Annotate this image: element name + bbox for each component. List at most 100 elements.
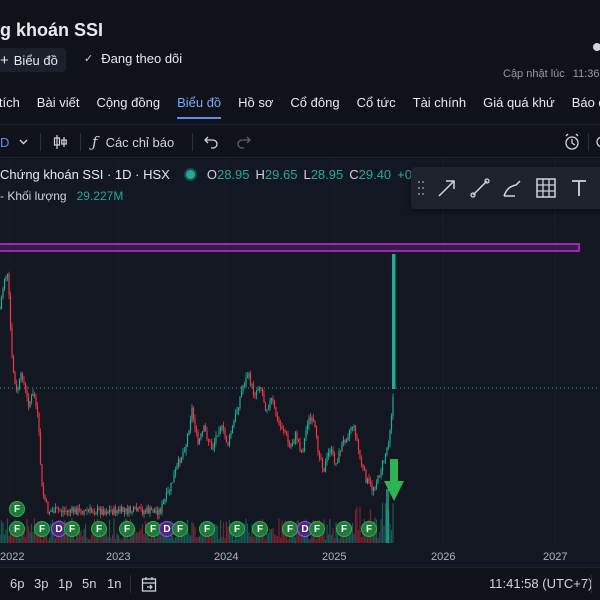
trend-line-icon[interactable] [468, 176, 492, 200]
tab-profile[interactable]: Hồ sơ [238, 95, 274, 110]
volume-bar [108, 519, 111, 543]
price-chart[interactable]: Chứng khoán SSI · 1D · HSX O28.95 H29.65… [0, 159, 600, 567]
tab-financials[interactable]: Tài chính [412, 95, 467, 110]
range-1-day[interactable]: 1n [107, 576, 122, 591]
chart-canvas[interactable] [0, 159, 600, 567]
financial-event-flag[interactable]: F [64, 521, 80, 537]
tab-analysis[interactable]: n tích [0, 95, 20, 110]
financial-event-flag[interactable]: F [9, 501, 25, 517]
settings-gear-icon[interactable] [594, 134, 600, 150]
grid-tool-icon[interactable] [534, 176, 558, 200]
volume-bar [264, 539, 267, 543]
volume-bar [149, 538, 151, 543]
candle-body [392, 396, 394, 416]
highlight-zone-fill [0, 244, 579, 251]
tab-community[interactable]: Cộng đồng [96, 95, 161, 110]
financial-event-flag[interactable]: F [336, 521, 352, 537]
candle-body [35, 397, 37, 407]
volume-bar [135, 532, 138, 543]
follow-button[interactable]: ✓ Đang theo dõi [84, 51, 182, 66]
candle-body [348, 430, 351, 438]
financial-event-flag[interactable]: F [172, 521, 188, 537]
go-to-date-icon[interactable] [141, 576, 158, 593]
candle-body [41, 464, 43, 487]
star-icon[interactable] [590, 40, 600, 54]
tab-chart[interactable]: Biểu đồ [177, 92, 222, 119]
candle-body [93, 512, 96, 515]
financial-event-flag[interactable]: F [91, 521, 107, 537]
alert-clock-icon[interactable] [563, 133, 581, 151]
financial-event-flag[interactable]: F [229, 521, 245, 537]
volume-bar [83, 528, 85, 543]
volume-bar [276, 536, 279, 543]
volume-bar [164, 534, 166, 543]
x-tick-label: 2025 [322, 551, 347, 563]
candle-body [314, 421, 316, 427]
candle-body [30, 395, 33, 402]
candle-body [305, 430, 307, 439]
candle-body [170, 482, 172, 492]
candle-body [144, 510, 147, 512]
volume-bar [102, 532, 105, 543]
candle-body [383, 460, 385, 462]
range-1-month[interactable]: 1p [58, 576, 73, 591]
volume-bar [365, 533, 367, 543]
candle-body [233, 420, 235, 426]
financial-event-flag[interactable]: F [309, 521, 325, 537]
volume-bar [383, 525, 385, 543]
candle-body [26, 389, 28, 398]
add-chart-button[interactable]: + Biểu đồ [0, 48, 66, 72]
undo-icon[interactable] [204, 135, 218, 149]
range-5-days[interactable]: 5n [82, 576, 97, 591]
candle-body [330, 449, 333, 452]
drag-handle-icon[interactable] [417, 179, 425, 197]
candle-body [357, 439, 360, 450]
tab-reports[interactable]: Báo cá [571, 95, 600, 110]
range-6-months[interactable]: 6p [10, 576, 25, 591]
candle-body [3, 278, 6, 289]
candle-body [285, 432, 288, 436]
candle-body [48, 511, 51, 514]
candle-body [194, 418, 196, 430]
highlight-zone-rect[interactable] [0, 243, 580, 252]
financial-event-flag[interactable]: F [199, 521, 215, 537]
candlestick-icon[interactable] [52, 134, 68, 150]
volume-bar [384, 502, 387, 543]
candle-body [120, 507, 123, 512]
volume-bar [173, 539, 175, 543]
volume-bar [249, 536, 252, 543]
candle-body [288, 442, 291, 447]
financial-event-flag[interactable]: F [9, 521, 25, 537]
tab-articles[interactable]: Bài viết [36, 95, 80, 110]
volume-bar [234, 531, 237, 543]
candle-body [249, 373, 252, 386]
indicators-button[interactable]: ƒ Các chỉ báo [92, 125, 174, 159]
brush-tool-icon[interactable] [501, 176, 525, 200]
volume-bar [168, 537, 171, 543]
arrow-tool-icon[interactable] [435, 176, 459, 200]
volume-bar [45, 533, 48, 543]
range-3-months[interactable]: 3p [34, 576, 49, 591]
down-arrow-marker[interactable] [384, 459, 404, 501]
candle-body [71, 507, 73, 512]
text-tool-icon[interactable] [567, 176, 591, 200]
candle-body [188, 430, 190, 435]
volume-bar [317, 535, 319, 543]
volume-bar [29, 532, 31, 543]
tab-dividends[interactable]: Cổ tức [356, 95, 396, 110]
candle-body [204, 425, 207, 432]
financial-event-flag[interactable]: F [34, 521, 50, 537]
financial-event-flag[interactable]: F [361, 521, 377, 537]
symbol-name[interactable]: Chứng khoán SSI · 1D · HSX [0, 167, 170, 182]
tab-shareholders[interactable]: Cổ đông [290, 95, 340, 110]
volume-bar [75, 531, 78, 543]
candle-body [323, 467, 325, 472]
financial-event-flag[interactable]: F [282, 521, 298, 537]
tab-price-history[interactable]: Giá quá khứ [483, 95, 555, 110]
redo-icon[interactable] [237, 135, 251, 149]
interval-selector[interactable]: D [0, 125, 28, 159]
candle-body [257, 388, 259, 391]
financial-event-flag[interactable]: F [119, 521, 135, 537]
financial-event-flag[interactable]: F [252, 521, 268, 537]
candle-body [290, 446, 292, 448]
